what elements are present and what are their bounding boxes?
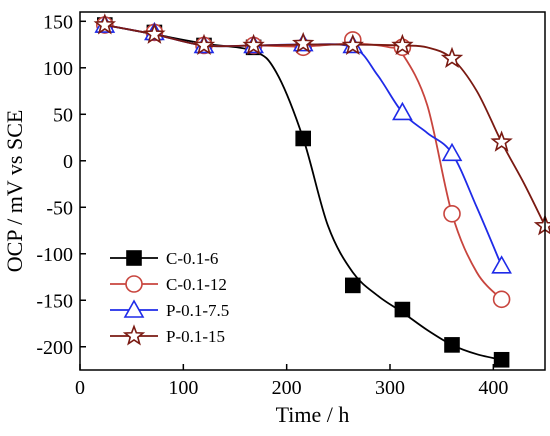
x-tick-label: 0	[75, 377, 85, 399]
legend-marker	[123, 299, 145, 318]
data-point	[143, 22, 166, 44]
data-point	[440, 46, 464, 69]
data-point	[391, 33, 414, 56]
data-point	[192, 33, 216, 56]
y-tick-label: -100	[36, 244, 73, 266]
plot-frame	[79, 11, 546, 371]
y-tick-label: 100	[43, 58, 73, 80]
legend-marker	[122, 324, 146, 346]
data-point	[444, 337, 460, 353]
data-point	[533, 214, 550, 236]
legend-entry: P-0.1-7.5	[110, 299, 229, 320]
series-line	[104, 24, 546, 227]
data-point	[291, 31, 315, 54]
y-tick-label: -150	[36, 290, 73, 312]
x-tick-label: 300	[375, 377, 405, 399]
data-point	[443, 204, 461, 223]
series-P-0.1-15	[93, 13, 550, 236]
series-layer	[93, 13, 550, 368]
tick-layer: 0 100 200 300 400 150 100 50 0 -50 -100 -150 -200	[36, 11, 508, 399]
y-tick-label: 150	[43, 11, 73, 33]
x-tick-label: 200	[272, 377, 302, 399]
legend-entry: P-0.1-15	[110, 324, 225, 346]
y-tick-label: -200	[36, 337, 73, 359]
series-line	[104, 24, 502, 361]
y-tick-label: 50	[53, 104, 73, 126]
legend-entry: C-0.1-6	[110, 249, 218, 268]
y-tick-label: 0	[63, 151, 73, 173]
legend-label: C-0.1-12	[166, 275, 227, 294]
data-point	[93, 13, 117, 35]
data-point	[394, 301, 411, 318]
data-point	[490, 130, 513, 152]
data-point	[242, 33, 265, 56]
legend-label: P-0.1-15	[166, 327, 225, 346]
data-point	[344, 277, 361, 294]
data-point	[493, 351, 510, 368]
legend-marker	[125, 275, 143, 293]
data-point	[392, 101, 413, 121]
data-point	[441, 142, 463, 162]
x-tick-label: 400	[478, 377, 508, 399]
y-tick-label: -50	[46, 197, 73, 219]
data-point	[341, 33, 365, 56]
series-line	[104, 24, 503, 300]
legend-label: C-0.1-6	[166, 249, 218, 268]
y-axis-title: OCP / mV vs SCE	[2, 110, 27, 273]
x-tick-label: 100	[168, 377, 198, 399]
legend-entry: C-0.1-12	[110, 275, 227, 294]
legend-label: P-0.1-7.5	[166, 301, 229, 320]
legend-marker	[126, 250, 142, 266]
data-point	[295, 130, 312, 147]
legend: C-0.1-6 C-0.1-12 P-0.1-7.5 P-0.1-15	[110, 249, 229, 346]
data-point	[491, 255, 512, 274]
x-axis-title: Time / h	[276, 402, 350, 427]
data-point	[492, 290, 511, 309]
